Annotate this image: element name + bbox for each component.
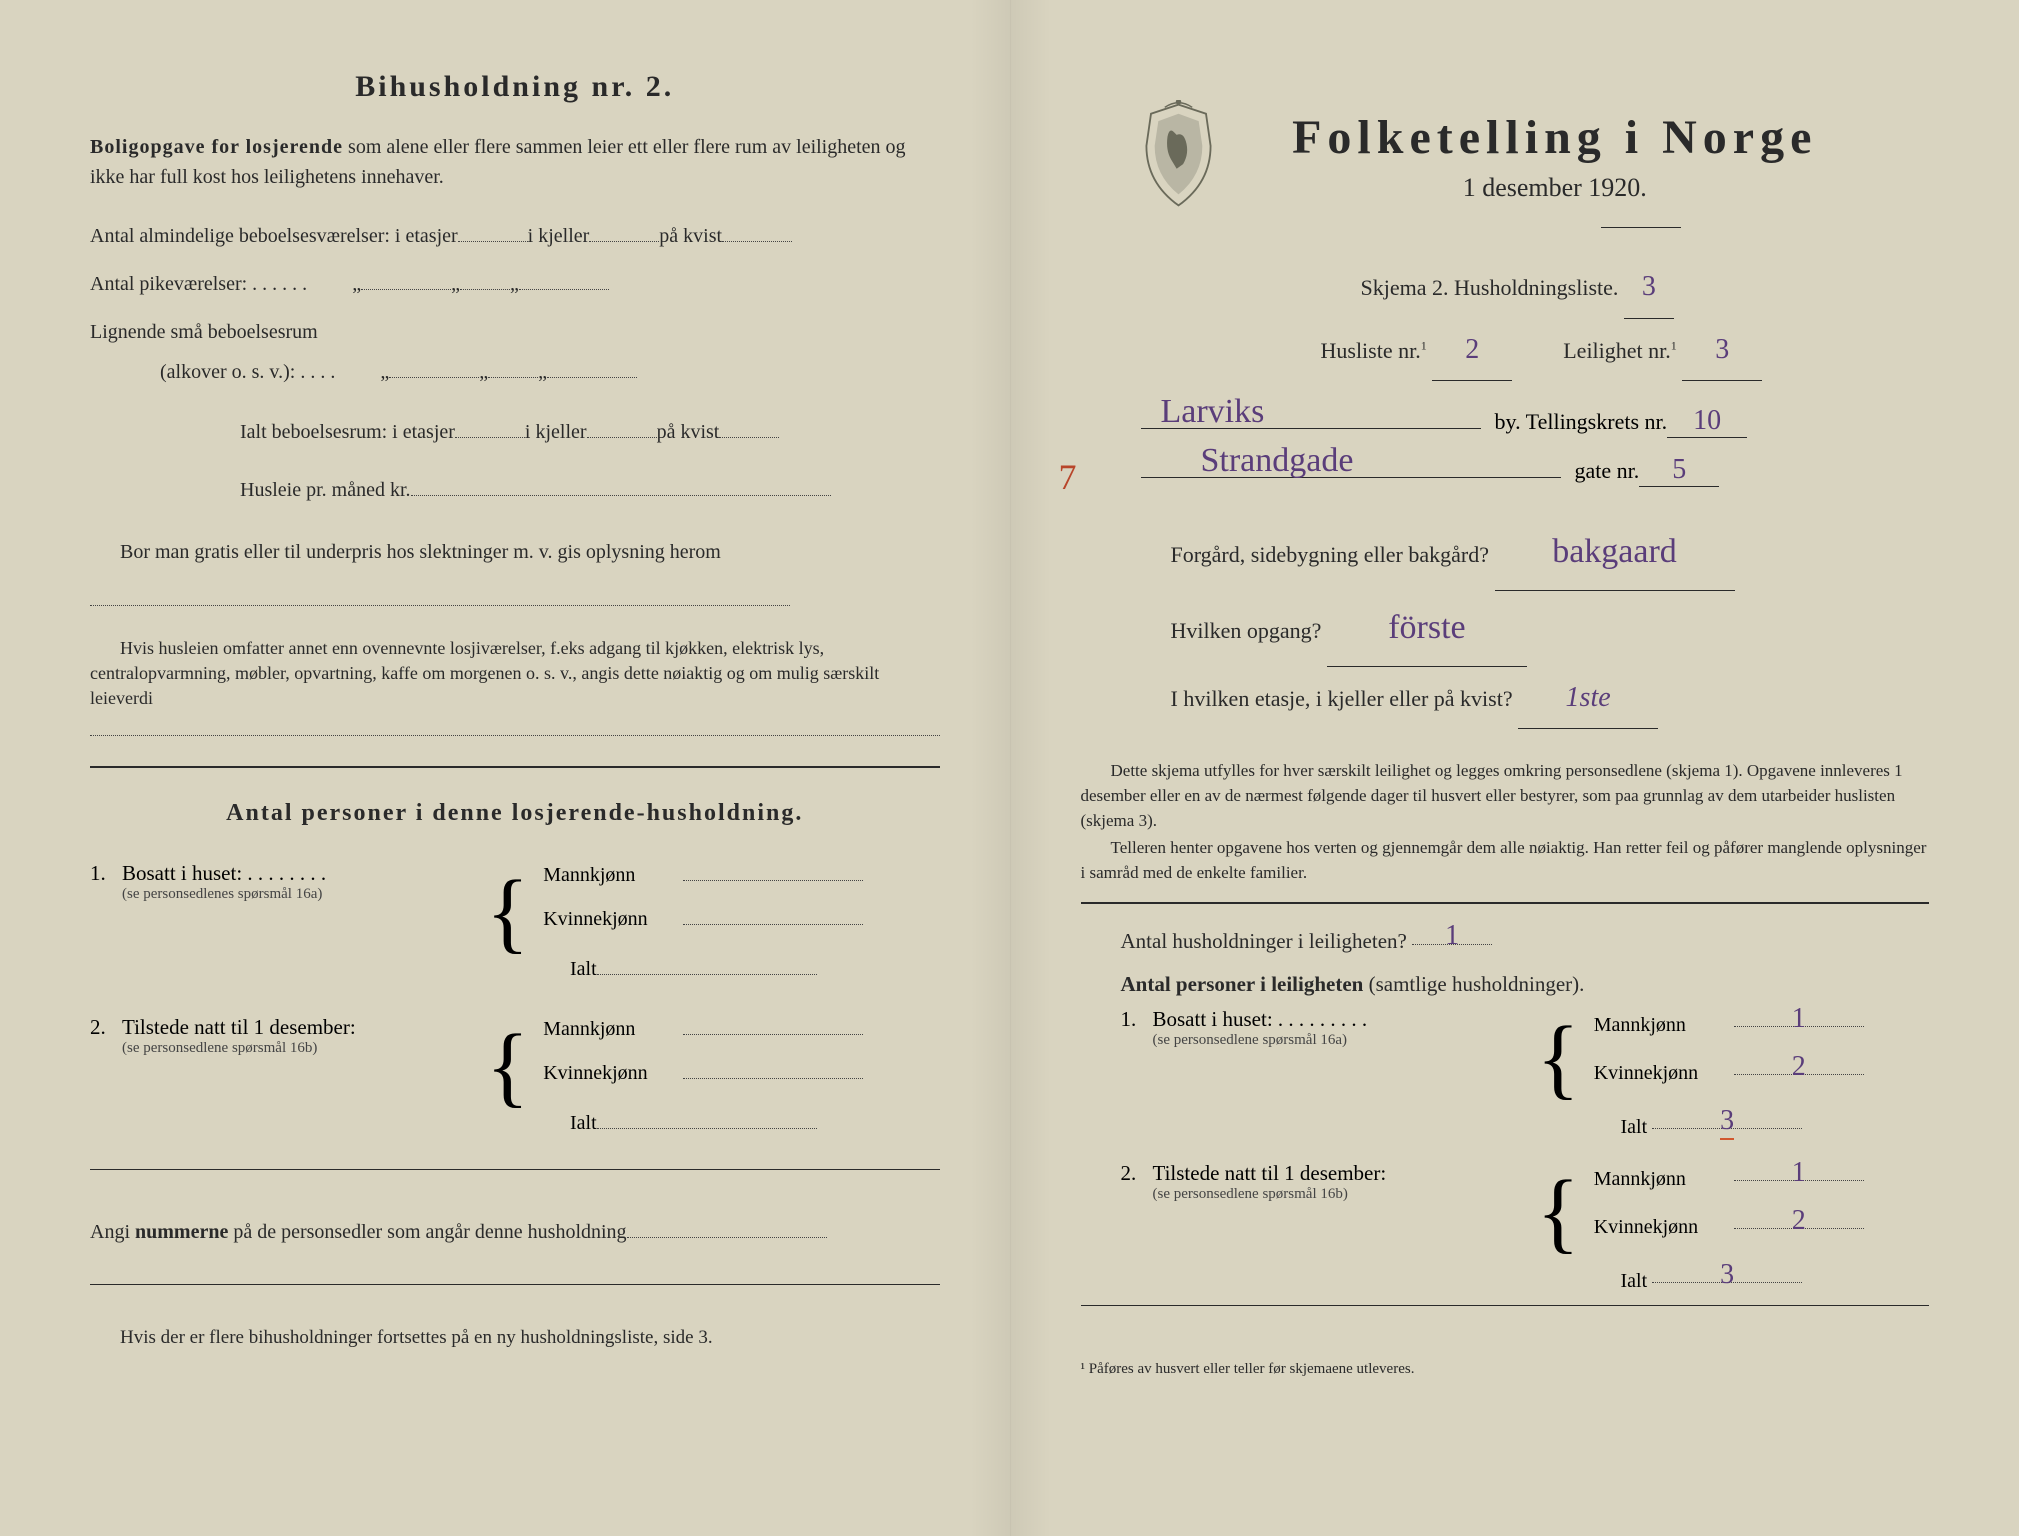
ialt-bebo-line: Ialt beboelsesrum: i etasjeri kjellerpå … [240, 412, 940, 452]
angi-line: Angi nummerne på de personsedler som ang… [90, 1218, 940, 1244]
title-sub: 1 desember 1920. [1181, 173, 1930, 203]
brace-icon: { [486, 881, 529, 944]
bor-gratis-line: Bor man gratis eller til underpris hos s… [90, 528, 940, 624]
section-header-left: Antal personer i denne losjerende-hushol… [90, 800, 940, 827]
red-annotation: 7 [1059, 456, 1077, 498]
antal-pers-line: Antal personer i leiligheten (samtlige h… [1121, 972, 1930, 997]
right-item-2: 2. Tilstede natt til 1 desember: (se per… [1121, 1161, 1930, 1239]
brace-icon: { [1537, 1027, 1580, 1090]
brace-icon: { [486, 1035, 529, 1098]
divider [1081, 902, 1930, 904]
left-ialt-2: Ialt [570, 1109, 940, 1135]
left-heading: Bihusholdning nr. 2. [90, 70, 940, 104]
skjema-line: Skjema 2. Husholdningsliste. 3 [1361, 256, 1930, 319]
alkover-line: (alkover o. s. v.): . . . . „„„ [160, 352, 940, 392]
divider [90, 1284, 940, 1285]
coat-of-arms-icon [1131, 100, 1226, 210]
city-line: Larviks by. Tellingskrets nr. 10 [1141, 401, 1930, 438]
lignende-line: Lignende små beboelsesrum [90, 312, 940, 352]
instructions-block: Dette skjema utfylles for hver særskilt … [1081, 759, 1930, 885]
short-divider [1601, 227, 1681, 228]
divider [1081, 1305, 1930, 1306]
husliste-line: Husliste nr.1 2 Leilighet nr.1 3 [1321, 319, 1930, 382]
brace-icon: { [1537, 1181, 1580, 1244]
husleie-line: Husleie pr. måned kr. [240, 470, 940, 510]
antal-bebo-line: Antal almindelige beboelsesværelser: i e… [90, 216, 940, 256]
forgard-line: Forgård, sidebygning eller bakgård? bakg… [1171, 515, 1930, 591]
census-document: Bihusholdning nr. 2. Boligopgave for los… [0, 0, 2019, 1536]
right-page: Folketelling i Norge 1 desember 1920. Sk… [1010, 0, 2019, 1536]
right-item-1: 1. Bosatt i huset: . . . . . . . . . (se… [1121, 1007, 1930, 1085]
footnote: ¹ Påføres av husvert eller teller før sk… [1081, 1361, 1930, 1378]
left-ialt-1: Ialt [570, 955, 940, 981]
intro-bold: Boligopgave for losjerende [90, 136, 343, 158]
left-item-2: 2. Tilstede natt til 1 desember: (se per… [90, 1015, 940, 1085]
footer-flere: Hvis der er flere bihusholdninger fortse… [90, 1327, 940, 1349]
hvis-note: Hvis husleien omfatter annet enn ovennev… [90, 636, 940, 712]
etasje-line: I hvilken etasje, i kjeller eller på kvi… [1171, 667, 1930, 730]
gate-line: Strandgade gate nr. 5 [1141, 450, 1930, 487]
right-ialt-2: Ialt 3 [1621, 1263, 1930, 1293]
opgang-line: Hvilken opgang? förste [1171, 591, 1930, 667]
left-page: Bihusholdning nr. 2. Boligopgave for los… [0, 0, 1010, 1536]
divider [90, 1169, 940, 1170]
title-main: Folketelling i Norge [1181, 110, 1930, 165]
divider [90, 766, 940, 768]
left-item-1: 1. Bosatt i huset: . . . . . . . . (se p… [90, 861, 940, 931]
pike-line: Antal pikeværelser: . . . . . . „„„ [90, 264, 940, 304]
antal-hush-line: Antal husholdninger i leiligheten? 1 [1121, 924, 1930, 954]
intro-paragraph: Boligopgave for losjerende som alene ell… [90, 132, 940, 192]
right-ialt-1: Ialt 3 [1621, 1109, 1930, 1139]
